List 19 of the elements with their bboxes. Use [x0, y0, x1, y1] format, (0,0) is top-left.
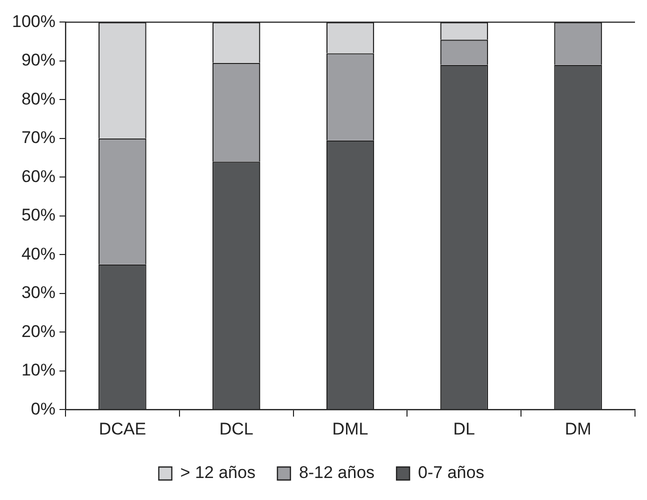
y-tick-label: 30%: [21, 283, 56, 302]
y-tick-label: 40%: [21, 244, 56, 264]
x-tick-label: DL: [453, 419, 476, 438]
x-tick-label: DCL: [219, 419, 254, 438]
x-tick-label: DML: [332, 419, 368, 438]
legend-label: 0-7 años: [418, 463, 484, 482]
y-tick-label: 20%: [21, 322, 56, 341]
y-tick-label: 80%: [21, 89, 56, 108]
x-tick-label: DM: [564, 419, 592, 438]
y-tick-label: 50%: [21, 206, 56, 225]
y-tick-label: 90%: [21, 50, 56, 70]
x-tick-label: DCAE: [98, 419, 146, 438]
legend-label: 8-12 años: [298, 463, 375, 482]
y-tick-label: 70%: [21, 128, 56, 148]
y-tick-label: 60%: [21, 166, 56, 186]
y-tick-label: 10%: [21, 360, 56, 380]
y-tick-label: 0%: [30, 399, 56, 418]
y-tick-label: 100%: [12, 12, 56, 31]
legend-label: > 12 años: [180, 463, 256, 482]
